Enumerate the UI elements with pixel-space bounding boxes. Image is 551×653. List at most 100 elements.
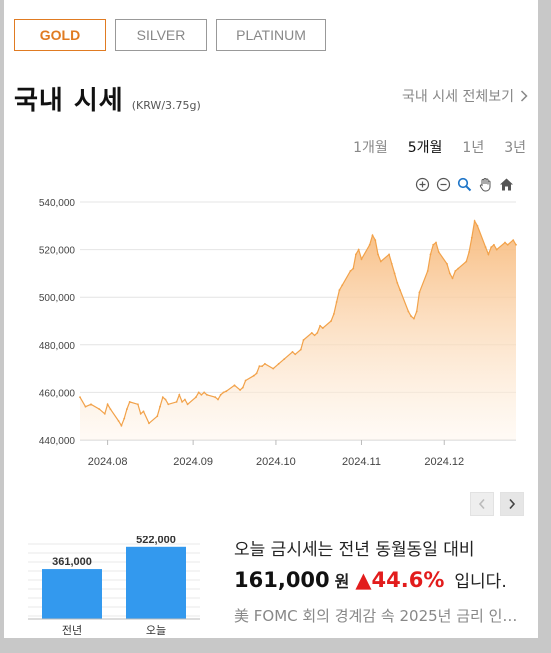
price-point <box>476 224 479 227</box>
price-point <box>261 365 263 368</box>
price-point <box>396 282 399 284</box>
y-tick-label: 540,000 <box>39 198 76 209</box>
zoom-in-icon[interactable] <box>414 176 431 193</box>
compare-bar-value: 522,000 <box>136 536 176 546</box>
price-point <box>106 403 109 406</box>
price-point <box>468 251 470 253</box>
price-point <box>379 260 382 263</box>
price-point <box>487 253 490 256</box>
price-point <box>161 396 164 399</box>
price-point <box>399 289 401 291</box>
x-tick-label: 2024.11 <box>342 456 381 468</box>
y-tick-label: 480,000 <box>39 341 76 352</box>
price-point <box>79 396 81 399</box>
x-tick-label: 2024.12 <box>424 456 464 468</box>
price-point <box>418 291 421 294</box>
price-point <box>258 365 261 368</box>
price-point <box>357 248 360 251</box>
price-point <box>197 391 200 394</box>
prev-button[interactable] <box>470 492 494 516</box>
price-point <box>435 241 437 244</box>
price-point <box>448 272 451 275</box>
y-tick-label: 500,000 <box>39 293 76 304</box>
tab-1-year[interactable]: 1년 <box>462 140 485 156</box>
tab-1-month[interactable]: 1개월 <box>353 140 388 156</box>
price-point <box>490 246 493 249</box>
x-tick-label: 2024.09 <box>173 456 213 468</box>
price-point <box>415 310 418 313</box>
price-point <box>388 253 390 256</box>
price-point <box>333 313 335 315</box>
price-point <box>195 396 197 399</box>
price-point <box>310 332 313 334</box>
price-point <box>244 379 247 382</box>
price-point <box>225 390 228 393</box>
price-point <box>393 272 396 275</box>
chevron-left-icon <box>478 498 485 510</box>
price-point <box>291 351 294 353</box>
price-point <box>506 243 509 246</box>
price-point <box>470 236 473 239</box>
compare-bar <box>42 569 102 619</box>
price-point <box>123 417 126 420</box>
compare-bar <box>126 546 186 619</box>
price-point <box>159 405 161 408</box>
price-point <box>465 260 468 263</box>
view-all-link[interactable]: 국내 시세 전체보기 <box>402 86 528 106</box>
price-point <box>330 320 332 322</box>
price-point <box>178 393 181 396</box>
zoom-out-icon[interactable] <box>435 176 452 193</box>
summary-tail: 입니다. <box>454 572 507 592</box>
tab-3-years[interactable]: 3년 <box>504 140 526 156</box>
hand-pan-icon[interactable] <box>477 176 494 193</box>
tab-5-months[interactable]: 5개월 <box>407 140 443 156</box>
price-point <box>371 234 374 237</box>
price-point <box>407 310 410 313</box>
tab-silver[interactable]: SILVER <box>115 19 207 51</box>
price-point <box>410 315 412 318</box>
price-point <box>272 367 275 370</box>
metal-tabs: GOLD SILVER PLATINUM <box>14 19 326 51</box>
tab-platinum[interactable]: PLATINUM <box>216 19 326 51</box>
price-point <box>446 263 448 265</box>
price-point <box>426 270 429 272</box>
price-point <box>128 401 131 403</box>
price-point <box>316 332 319 334</box>
price-point <box>167 403 170 406</box>
home-icon[interactable] <box>498 176 515 193</box>
price-point <box>233 384 236 387</box>
price-point <box>156 415 159 418</box>
tab-gold[interactable]: GOLD <box>14 19 106 51</box>
price-point <box>512 239 515 241</box>
summary-box: 오늘 금시세는 전년 동월동일 대비 161,000 원 ▲44.6% 입니다.… <box>234 535 529 626</box>
price-point <box>299 348 302 351</box>
price-area-fill <box>80 221 516 440</box>
price-point <box>214 396 217 399</box>
next-button[interactable] <box>500 492 524 516</box>
y-tick-label: 520,000 <box>39 246 76 257</box>
x-tick-label: 2024.10 <box>256 456 296 468</box>
y-tick-label: 460,000 <box>39 388 76 399</box>
summary-diff: 161,000 원 ▲44.6% 입니다. <box>234 567 529 592</box>
price-point <box>390 263 393 265</box>
price-point <box>98 408 101 410</box>
news-headline-link[interactable]: 美 FOMC 회의 경계감 속 2025년 금리 인… <box>234 607 518 625</box>
view-all-label: 국내 시세 전체보기 <box>402 89 514 105</box>
unit-label: (KRW/3.75g) <box>131 99 201 112</box>
price-point <box>313 334 316 337</box>
price-point <box>120 424 123 427</box>
magnify-icon[interactable] <box>456 176 473 193</box>
price-point <box>184 398 186 401</box>
price-point <box>252 374 255 377</box>
price-point <box>139 412 142 415</box>
price-point <box>137 403 139 406</box>
price-point <box>457 267 459 270</box>
price-point <box>117 420 120 422</box>
price-point <box>142 410 145 413</box>
price-point <box>349 270 352 272</box>
price-point <box>181 401 184 403</box>
price-point <box>264 362 266 365</box>
price-point <box>164 398 167 401</box>
price-point <box>368 243 371 246</box>
price-point <box>335 301 338 303</box>
